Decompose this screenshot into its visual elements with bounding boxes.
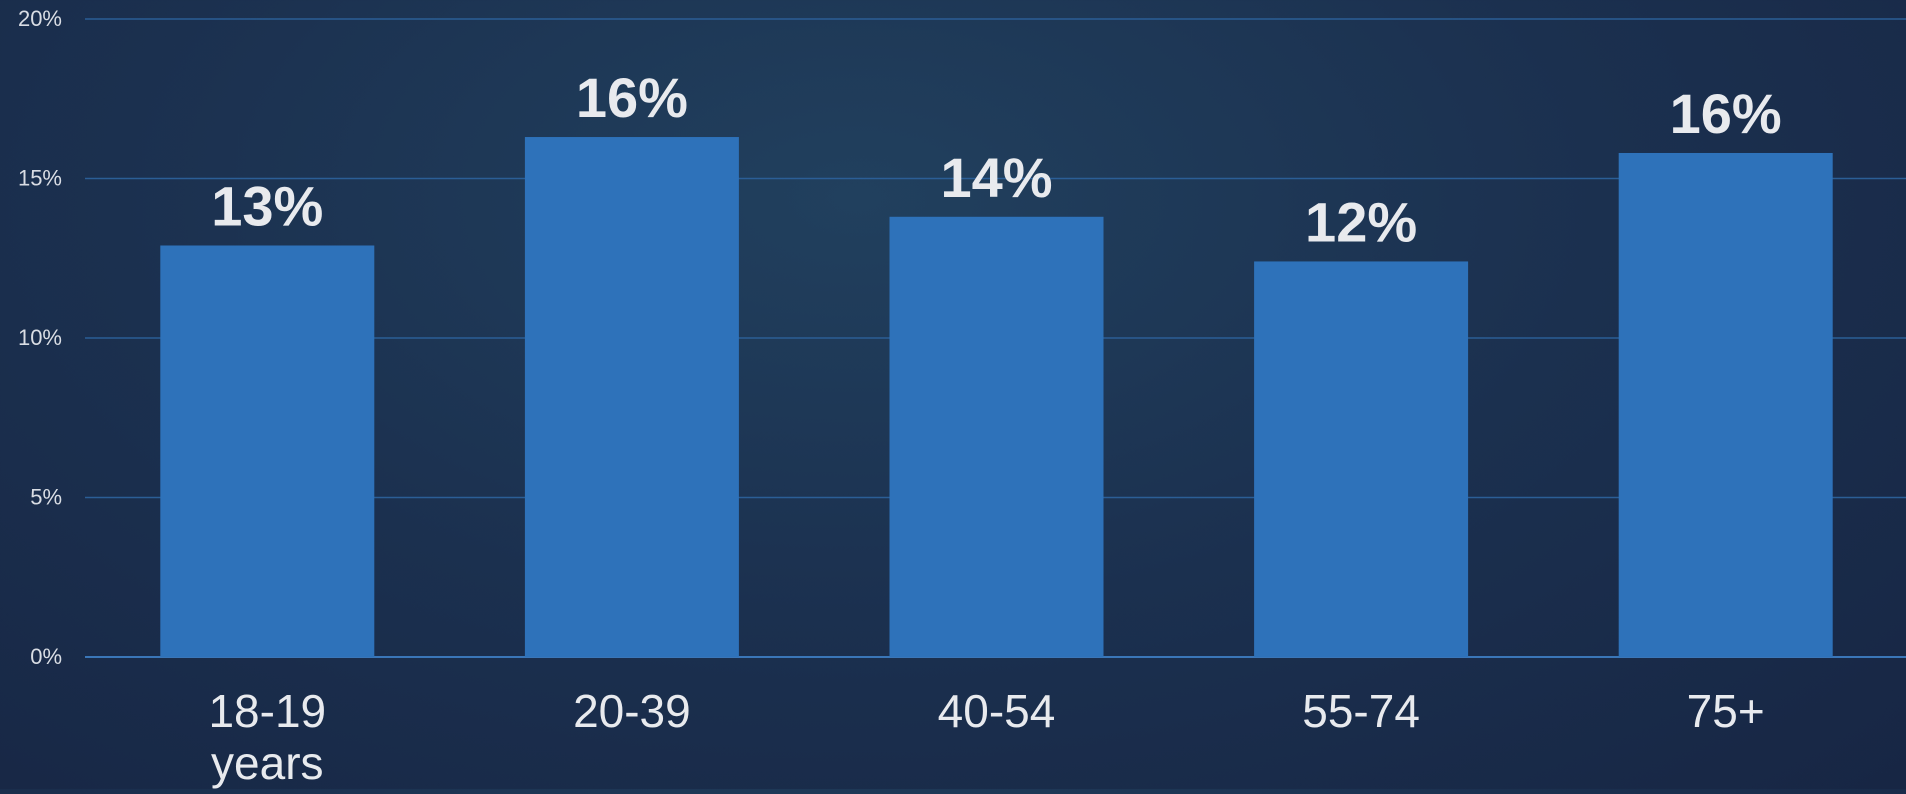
bar [160,245,375,658]
data-label: 16% [1670,82,1782,145]
bars [160,137,1833,658]
x-axis-ticks: 18-19 years 20-39 40-54 55-74 75+ [208,685,1764,789]
data-label: 13% [211,174,323,237]
bar [1254,261,1469,657]
data-label: 16% [576,66,688,129]
y-tick-label: 5% [30,485,62,510]
x-tick-label: 75+ [1687,685,1765,737]
y-tick-label: 15% [18,166,62,191]
x-tick-label: 20-39 [573,685,691,737]
x-tick-label: 55-74 [1302,685,1420,737]
data-label: 14% [940,146,1052,209]
data-label: 12% [1305,190,1417,253]
x-tick-label: 18-19 years [208,685,326,789]
y-tick-label: 20% [18,6,62,31]
data-labels: 13% 16% 14% 12% 16% [211,66,1781,253]
bar [889,216,1104,657]
x-tick-label: 40-54 [938,685,1056,737]
y-axis-ticks: 0% 5% 10% 15% 20% [18,6,62,669]
bar [1618,152,1833,658]
y-tick-label: 0% [30,644,62,669]
bar [524,137,739,657]
y-tick-label: 10% [18,325,62,350]
